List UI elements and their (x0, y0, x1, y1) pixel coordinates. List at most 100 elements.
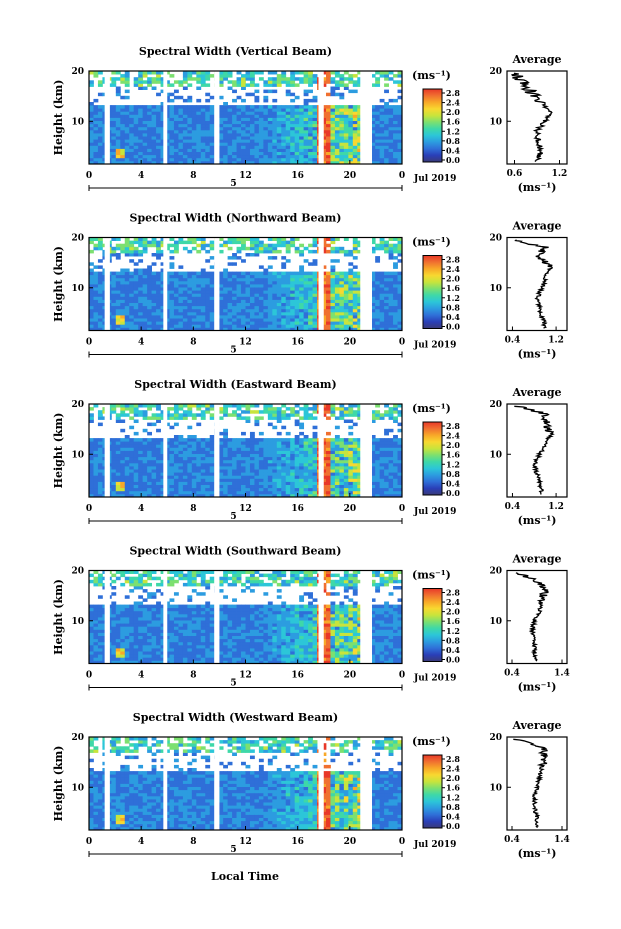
heatmap-cell (173, 472, 179, 476)
heatmap-cell (160, 105, 166, 109)
heatmap-cell (285, 123, 291, 128)
heatmap-cell (281, 296, 287, 300)
heatmap-cell (93, 246, 99, 251)
heatmap-cell (151, 475, 157, 479)
heatmap-cell (357, 145, 363, 149)
colorbar (422, 88, 443, 163)
heatmap-cell (236, 246, 242, 251)
heatmap-cell (281, 80, 287, 84)
heatmap-cell (142, 274, 148, 279)
heatmap-cell (124, 484, 130, 489)
heatmap-cell (379, 160, 385, 165)
heatmap-cell (321, 284, 327, 288)
heatmap-cell (169, 490, 175, 495)
heatmap-cell (196, 318, 202, 322)
heatmap-cell (343, 277, 349, 282)
heatmap-cell (379, 456, 385, 461)
colorbar-unit: (ms⁻¹) (412, 236, 451, 249)
heatmap-cell (267, 484, 273, 489)
heatmap-cell (308, 308, 313, 313)
heatmap-cell (138, 108, 144, 112)
heatmap-cell (276, 466, 282, 470)
heatmap-cell (232, 318, 237, 322)
heatmap-cell (352, 151, 358, 156)
heatmap-cell (241, 74, 246, 78)
heatmap-cell (120, 450, 126, 454)
heatmap-cell (182, 438, 188, 442)
heatmap-cell (178, 487, 184, 492)
heatmap-cell (133, 450, 139, 454)
heatmap-cell (165, 493, 170, 498)
heatmap-cell (308, 83, 313, 87)
heatmap-cell (187, 487, 193, 492)
heatmap-cell (330, 324, 336, 328)
heatmap-cell (357, 77, 363, 81)
heatmap-cell (330, 490, 336, 495)
heatmap-cell (236, 475, 242, 479)
heatmap-cell (308, 305, 313, 310)
heatmap-cell (254, 145, 260, 149)
heatmap-cell (339, 481, 345, 485)
heatmap-cell (370, 475, 376, 479)
heatmap-cell (187, 410, 193, 414)
heatmap-cell (281, 299, 287, 303)
heatmap-cell (182, 80, 188, 84)
heatmap-cell (232, 404, 237, 408)
heatmap-cell (330, 92, 336, 97)
heatmap-cell (393, 105, 398, 109)
heatmap-cell (115, 490, 121, 495)
heatmap-cell (348, 481, 354, 485)
heatmap-cell (200, 287, 206, 291)
heatmap-cell (241, 117, 246, 121)
heatmap-cell (348, 249, 354, 254)
heatmap-cell (178, 472, 184, 476)
heatmap-cell (379, 453, 385, 458)
heatmap-cell (312, 114, 318, 118)
heatmap-cell (227, 246, 233, 251)
heatmap-cell (258, 274, 264, 279)
heatmap-cell (142, 136, 148, 140)
heatmap-cell (348, 262, 354, 266)
heatmap-cell (120, 123, 126, 128)
heatmap-cell (120, 129, 126, 134)
heatmap-cell (200, 441, 206, 445)
heatmap-cell (330, 469, 336, 473)
heatmap-cell (245, 438, 251, 442)
heatmap-cell (218, 95, 224, 100)
heatmap-cell (384, 327, 389, 331)
heatmap-cell (308, 108, 313, 112)
heatmap-cell (93, 311, 99, 316)
heatmap-cell (93, 98, 99, 103)
heatmap-cell (321, 308, 327, 313)
heatmap-cell (393, 145, 398, 149)
heatmap-cell (321, 444, 327, 448)
heatmap-cell (115, 136, 121, 140)
heatmap-cell (160, 243, 166, 248)
heatmap-cell (308, 114, 313, 118)
heatmap-cell (254, 321, 260, 325)
heatmap-cell (334, 484, 340, 489)
heatmap-cell (169, 299, 175, 303)
heatmap-cell (384, 296, 389, 300)
heatmap-cell (348, 274, 354, 279)
heatmap-cell (379, 123, 385, 128)
heatmap-cell (245, 136, 251, 140)
heatmap-cell (343, 280, 349, 285)
heatmap-cell (182, 490, 188, 495)
heatmap-cell (267, 416, 273, 420)
heatmap-cell (330, 246, 336, 251)
heatmap-cell (321, 407, 327, 411)
heatmap-cell (276, 487, 282, 492)
heatmap-cell (312, 129, 318, 134)
heatmap-cell (97, 453, 103, 458)
heatmap-cell (312, 453, 318, 458)
heatmap-cell (312, 262, 318, 266)
heatmap-cell (160, 315, 166, 319)
heatmap-cell (142, 453, 148, 458)
heatmap-cell (299, 459, 305, 464)
heatmap-cell (165, 453, 170, 458)
heatmap-cell (227, 487, 233, 492)
heatmap-cell (357, 407, 363, 411)
heatmap-cell (142, 71, 148, 75)
heatmap-cell (178, 459, 184, 464)
